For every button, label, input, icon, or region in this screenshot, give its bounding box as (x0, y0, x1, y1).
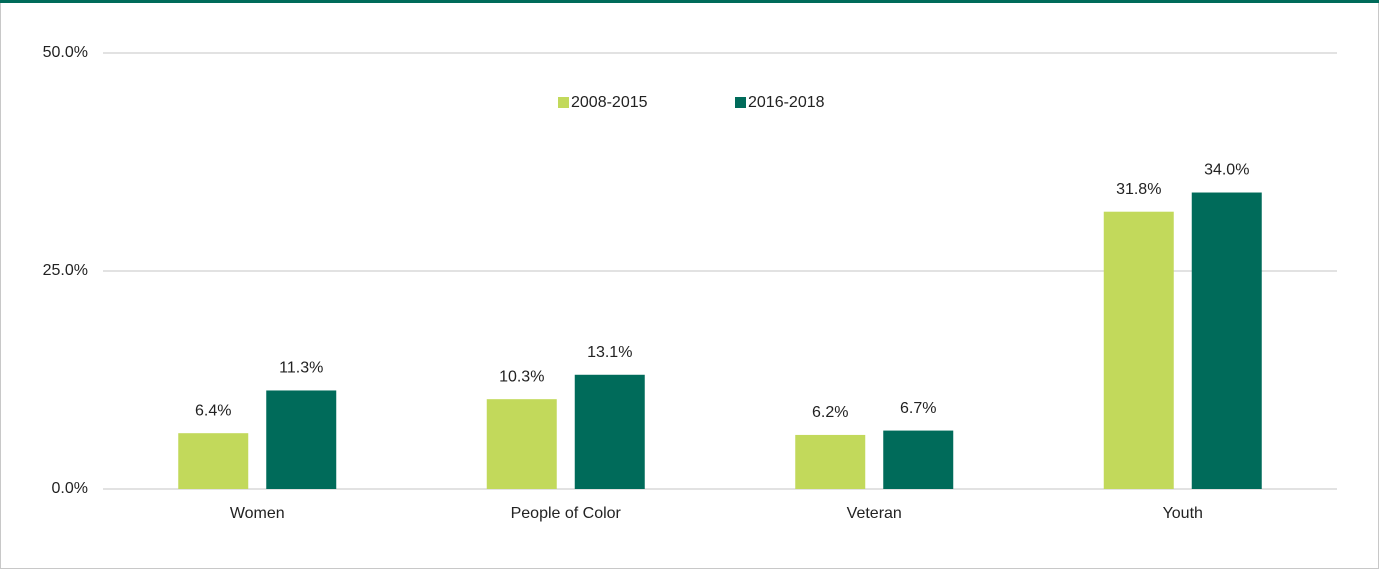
bar (266, 390, 337, 489)
value-label: 6.2% (812, 404, 848, 421)
legend-label: 2016-2018 (748, 94, 825, 111)
value-label: 10.3% (499, 368, 544, 385)
bar (795, 434, 866, 489)
value-label: 11.3% (279, 360, 323, 377)
x-tick-label: Youth (1163, 505, 1203, 522)
y-tick-label: 0.0% (52, 480, 88, 497)
bar (1191, 192, 1262, 489)
x-tick-label: People of Color (511, 505, 622, 522)
legend-swatch (735, 97, 746, 108)
legend-label: 2008-2015 (571, 94, 648, 111)
top-border (0, 0, 1379, 3)
bar (574, 374, 645, 489)
value-label: 6.7% (900, 400, 936, 417)
value-label: 34.0% (1204, 162, 1249, 179)
y-tick-label: 25.0% (43, 262, 88, 279)
value-label: 31.8% (1116, 181, 1161, 198)
value-label: 13.1% (587, 344, 632, 361)
bar (883, 430, 954, 489)
x-tick-label: Women (230, 505, 285, 522)
y-tick-label: 50.0% (43, 44, 88, 61)
value-label: 6.4% (195, 402, 231, 419)
bar (486, 399, 557, 489)
legend-swatch (558, 97, 569, 108)
bar (178, 433, 249, 489)
x-tick-label: Veteran (847, 505, 902, 522)
bar (1103, 211, 1174, 490)
